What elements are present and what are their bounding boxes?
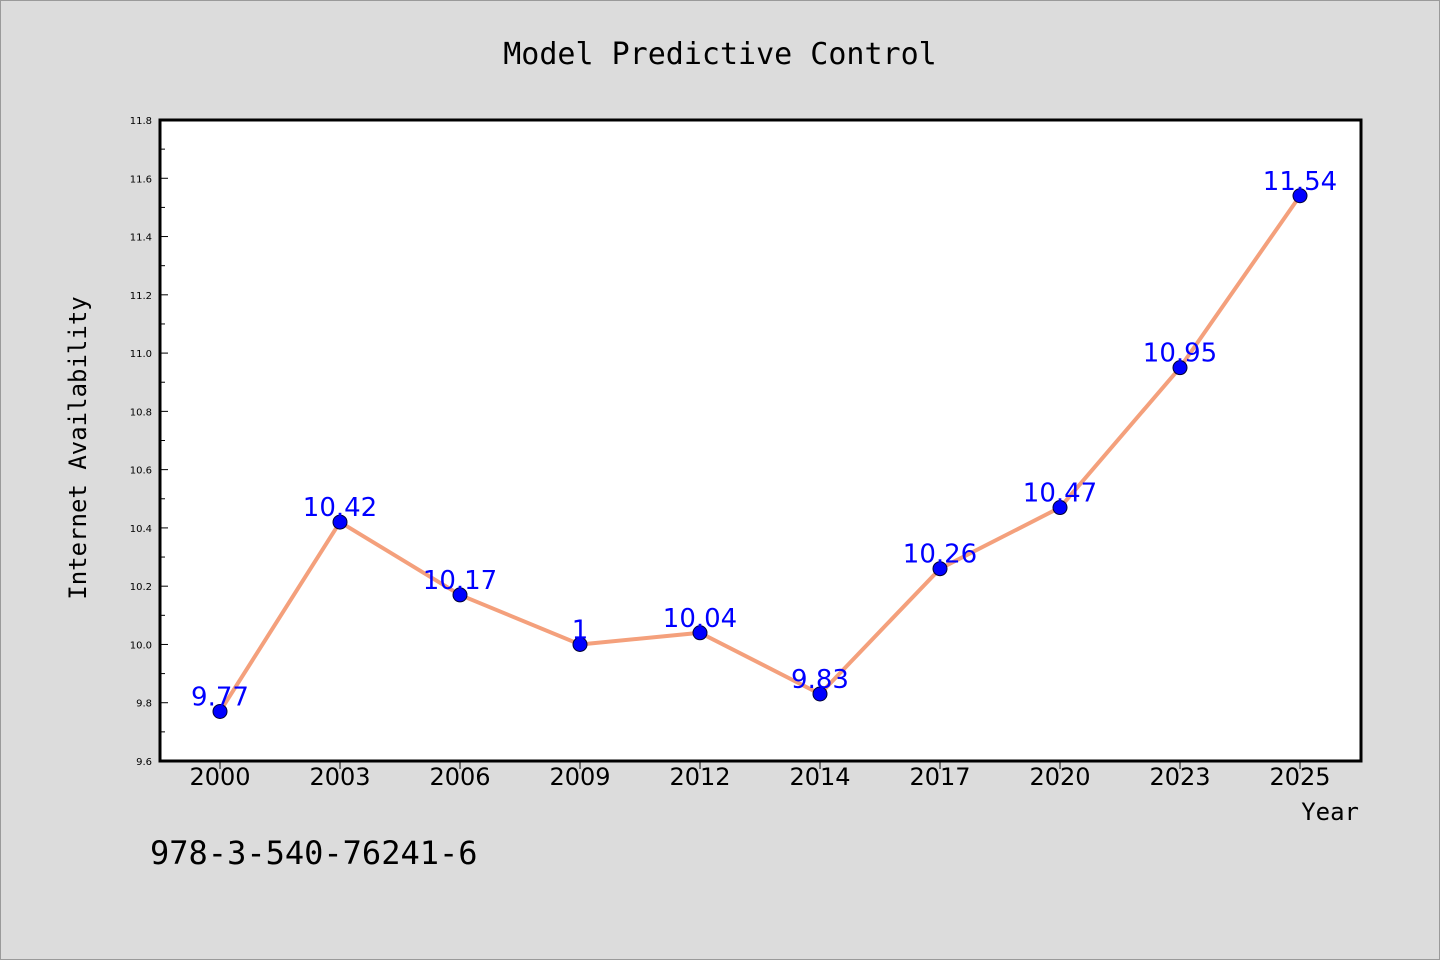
y-tick-label: 10.6 bbox=[130, 466, 152, 477]
chart-title: Model Predictive Control bbox=[503, 37, 936, 72]
series bbox=[212, 188, 1308, 719]
data-label: 1 bbox=[572, 615, 589, 645]
data-label: 10.42 bbox=[303, 493, 377, 523]
x-tick-label: 2006 bbox=[429, 763, 490, 791]
x-tick-label: 2000 bbox=[189, 763, 250, 791]
data-label: 10.17 bbox=[423, 566, 497, 596]
data-label: 10.95 bbox=[1143, 339, 1217, 369]
data-point bbox=[452, 587, 468, 603]
data-label: 10.04 bbox=[663, 604, 737, 634]
x-tick-label: 2003 bbox=[309, 763, 370, 791]
data-label: 11.54 bbox=[1263, 167, 1337, 197]
data-point bbox=[212, 703, 228, 719]
y-tick-label: 11.0 bbox=[130, 349, 152, 360]
data-point bbox=[812, 686, 828, 702]
data-point bbox=[932, 561, 948, 577]
data-point bbox=[1172, 360, 1188, 376]
data-point bbox=[1052, 500, 1068, 516]
plot-area bbox=[158, 118, 1363, 763]
y-tick-label: 11.6 bbox=[130, 174, 152, 185]
x-axis-label: Year bbox=[1301, 798, 1359, 826]
data-label: 10.26 bbox=[903, 540, 977, 570]
x-tick-label: 2009 bbox=[549, 763, 610, 791]
y-tick-label: 11.4 bbox=[130, 233, 152, 244]
series-line bbox=[218, 194, 1302, 713]
data-label: 9.83 bbox=[791, 665, 849, 695]
y-axis-label: Internet Availability bbox=[64, 296, 92, 599]
y-tick-label: 10.0 bbox=[130, 640, 152, 651]
data-labels: 9.77 10.42 10.17 1 10.04 9.83 10.26 10.47 10.95 1… bbox=[191, 167, 1337, 713]
y-tick-label: 10.8 bbox=[130, 407, 152, 418]
y-tick-label: 11.2 bbox=[130, 291, 152, 302]
x-tick-label: 2014 bbox=[789, 763, 850, 791]
x-tick-label: 2025 bbox=[1269, 763, 1330, 791]
y-tick-label: 11.8 bbox=[130, 116, 152, 127]
data-label: 10.47 bbox=[1023, 479, 1097, 509]
data-point bbox=[1292, 188, 1308, 204]
x-tick-label: 2012 bbox=[669, 763, 730, 791]
data-point bbox=[692, 625, 708, 641]
x-tick-label: 2023 bbox=[1149, 763, 1210, 791]
isbn-annotation: 978-3-540-76241-6 bbox=[150, 834, 478, 872]
x-axis: 2000 2003 2006 2009 2012 2014 2017 2020 2023 2025 bbox=[189, 761, 1331, 791]
x-tick-label: 2020 bbox=[1029, 763, 1090, 791]
y-tick-label: 10.4 bbox=[130, 524, 152, 535]
x-tick-label: 2017 bbox=[909, 763, 970, 791]
y-tick-label: 9.8 bbox=[136, 699, 152, 710]
data-point bbox=[572, 636, 588, 652]
y-axis: 9.6 9.8 10.0 10.2 10.4 10.6 10.8 11.0 11.2 11.4 11… bbox=[130, 116, 168, 768]
y-tick-label: 10.2 bbox=[130, 582, 152, 593]
data-point bbox=[332, 514, 348, 530]
y-tick-label: 9.6 bbox=[136, 757, 152, 768]
data-label: 9.77 bbox=[191, 682, 249, 712]
